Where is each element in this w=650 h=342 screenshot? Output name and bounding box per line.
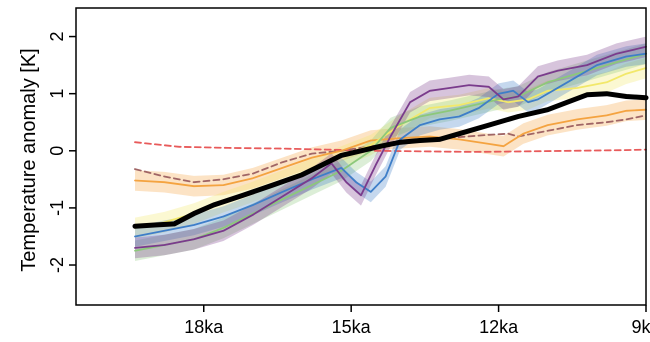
y-tick-label: 1 bbox=[47, 89, 67, 99]
y-axis-title: Temperature anomaly [K] bbox=[18, 48, 40, 271]
series-lines bbox=[132, 45, 649, 252]
y-tick-label: -2 bbox=[47, 257, 67, 273]
uncertainty-band-5 bbox=[135, 43, 646, 262]
x-tick-label: 15ka bbox=[332, 317, 372, 337]
x-tick-label: 9ka bbox=[631, 317, 650, 337]
plot-frame bbox=[75, 7, 647, 306]
x-tick-label: 18ka bbox=[184, 317, 224, 337]
x-axis: 18ka 15ka 12ka 9ka bbox=[184, 305, 650, 337]
uncertainty-band-4 bbox=[135, 57, 646, 239]
series-line-7 bbox=[134, 45, 647, 249]
y-tick-label: 2 bbox=[47, 32, 67, 42]
uncertainty-band-7 bbox=[135, 36, 646, 259]
y-axis: -2 -1 0 1 2 bbox=[47, 32, 76, 273]
series-line-6 bbox=[134, 52, 647, 238]
uncertainty-bands bbox=[135, 36, 646, 262]
series-line-3 bbox=[134, 108, 647, 188]
uncertainty-band-3 bbox=[135, 99, 646, 197]
composite-mean-line bbox=[132, 91, 649, 229]
y-tick-label: -1 bbox=[47, 200, 67, 216]
y-tick-label: 0 bbox=[47, 146, 67, 156]
x-tick-label: 12ka bbox=[479, 317, 519, 337]
series-line-5 bbox=[134, 52, 647, 252]
series-line-1 bbox=[134, 141, 647, 153]
